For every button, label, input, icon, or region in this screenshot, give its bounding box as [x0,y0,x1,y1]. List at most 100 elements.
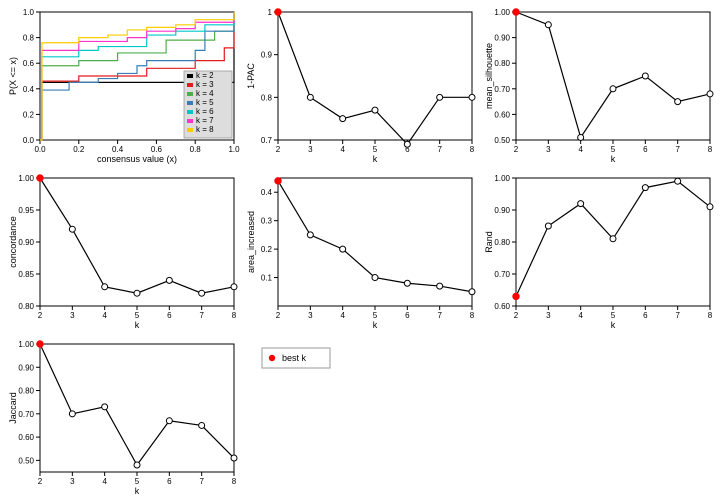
svg-text:0.80: 0.80 [494,238,510,247]
x-axis-label: k [135,320,140,330]
svg-text:1.00: 1.00 [494,8,510,17]
svg-text:5: 5 [135,311,140,320]
series-line [40,344,234,465]
data-marker [69,226,75,232]
y-axis-label: area_increased [246,211,256,273]
svg-text:8: 8 [708,311,713,320]
svg-text:0.2: 0.2 [23,110,35,119]
data-marker [307,232,313,238]
data-marker [340,116,346,122]
svg-text:0.4: 0.4 [112,145,124,154]
legend-swatch [187,83,193,87]
data-marker [642,185,648,191]
best-k-legend-marker [269,355,275,361]
svg-text:0.0: 0.0 [23,136,35,145]
legend-swatch [187,110,193,114]
y-axis-label: mean_silhouette [484,43,494,109]
legend-swatch [187,128,193,132]
svg-text:2: 2 [38,311,43,320]
svg-text:3: 3 [70,477,75,486]
svg-text:0.4: 0.4 [261,188,273,197]
svg-text:0.50: 0.50 [494,136,510,145]
data-marker [469,289,475,295]
svg-text:4: 4 [102,311,107,320]
data-marker [437,283,443,289]
svg-text:0.6: 0.6 [23,59,35,68]
best-k-marker [275,178,281,184]
svg-text:0.6: 0.6 [151,145,163,154]
data-marker [610,236,616,242]
svg-text:0.70: 0.70 [494,270,510,279]
y-axis-label: concordance [8,216,18,268]
x-axis-label: k [373,154,378,164]
svg-text:1.00: 1.00 [18,340,34,349]
x-axis-label: k [135,486,140,496]
panel-cdf: 0.00.20.40.60.81.00.00.20.40.60.81.0cons… [4,4,240,168]
svg-text:2: 2 [514,145,519,154]
svg-text:8: 8 [232,477,237,486]
svg-text:1: 1 [268,8,273,17]
svg-text:4: 4 [340,311,345,320]
data-marker [307,94,313,100]
svg-text:0.60: 0.60 [18,433,34,442]
data-marker [578,134,584,140]
svg-text:0.60: 0.60 [494,302,510,311]
data-marker [69,411,75,417]
legend-swatch [187,119,193,123]
data-marker [545,223,551,229]
svg-text:2: 2 [514,311,519,320]
svg-text:0.70: 0.70 [494,85,510,94]
svg-text:4: 4 [578,145,583,154]
svg-text:0.85: 0.85 [18,270,34,279]
svg-text:7: 7 [675,311,680,320]
svg-text:2: 2 [276,311,281,320]
panel-one-pac: 23456780.70.80.91k1-PAC [242,4,478,168]
svg-text:1.0: 1.0 [228,145,240,154]
svg-text:0.1: 0.1 [261,274,273,283]
data-marker [199,422,205,428]
panel-rand: 23456780.600.700.800.901.00kRand [480,170,716,334]
panel-empty [480,336,716,500]
svg-text:8: 8 [470,145,475,154]
legend-label: k = 5 [196,98,214,107]
svg-text:6: 6 [167,477,172,486]
svg-text:8: 8 [470,311,475,320]
best-k-marker [37,341,43,347]
data-marker [707,204,713,210]
svg-text:0.8: 0.8 [190,145,202,154]
data-marker [545,22,551,28]
data-marker [134,462,140,468]
svg-text:7: 7 [675,145,680,154]
data-marker [404,280,410,286]
data-marker [231,284,237,290]
data-marker [675,178,681,184]
svg-text:5: 5 [373,145,378,154]
y-axis-label: 1-PAC [246,63,256,89]
best-k-legend-label: best k [282,353,307,363]
svg-text:1.0: 1.0 [23,8,35,17]
svg-text:0.70: 0.70 [18,410,34,419]
data-marker [642,73,648,79]
data-marker [166,277,172,283]
svg-text:2: 2 [276,145,281,154]
svg-text:3: 3 [308,145,313,154]
svg-text:0.90: 0.90 [18,238,34,247]
x-axis-label: k [373,320,378,330]
best-k-marker [513,9,519,15]
data-marker [134,290,140,296]
svg-text:5: 5 [135,477,140,486]
data-marker [102,284,108,290]
svg-text:6: 6 [643,311,648,320]
svg-text:0.95: 0.95 [18,206,34,215]
data-marker [199,290,205,296]
svg-text:0.2: 0.2 [261,245,273,254]
y-axis-label: Rand [484,231,494,253]
y-axis-label: Jaccard [8,392,18,424]
svg-text:6: 6 [167,311,172,320]
series-line [40,178,234,293]
svg-text:7: 7 [199,477,204,486]
svg-text:7: 7 [437,145,442,154]
svg-text:0.9: 0.9 [261,51,273,60]
svg-text:2: 2 [38,477,43,486]
chart-grid: 0.00.20.40.60.81.00.00.20.40.60.81.0cons… [0,0,720,504]
